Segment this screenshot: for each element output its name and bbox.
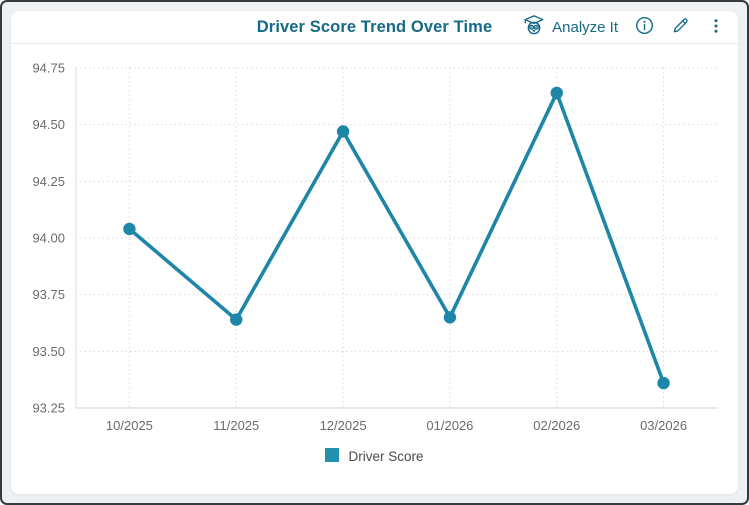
more-options-button[interactable] (707, 17, 725, 38)
page-title: Driver Score Trend Over Time (256, 17, 493, 36)
data-point[interactable] (123, 222, 136, 236)
x-axis-tick-label: 11/2025 (213, 418, 259, 433)
y-axis-tick-label: 94.00 (32, 231, 65, 246)
x-axis-tick-label: 12/2025 (320, 418, 367, 433)
chart-card: Driver Score Trend Over Time (11, 11, 738, 494)
legend-label: Driver Score (348, 449, 424, 464)
info-icon (635, 16, 654, 38)
y-axis-tick-label: 94.75 (32, 61, 65, 76)
kebab-menu-icon (707, 17, 725, 38)
y-axis-tick-label: 93.25 (32, 401, 65, 416)
header-actions: Analyze It (522, 11, 725, 43)
data-point[interactable] (230, 313, 243, 326)
data-point[interactable] (657, 376, 670, 390)
chart-area: 94.75 94.50 94.25 94.00 93.75 93.50 93.25 10/20… (11, 44, 738, 444)
analyze-it-button[interactable]: Analyze It (522, 14, 618, 40)
x-axis-tick-label: 10/2025 (106, 418, 153, 433)
y-axis-tick-label: 93.50 (32, 344, 65, 359)
y-axis-tick-label: 94.50 (32, 117, 65, 132)
edit-button[interactable] (671, 16, 690, 38)
series-line (127, 91, 666, 385)
legend-swatch (325, 448, 340, 462)
line-chart: 94.75 94.50 94.25 94.00 93.75 93.50 93.25 10/20… (32, 61, 717, 433)
analyze-it-label: Analyze It (552, 18, 618, 36)
x-axis-tick-label: 01/2026 (426, 418, 473, 433)
pencil-icon (671, 16, 690, 38)
y-axis-tick-label: 94.25 (32, 174, 65, 189)
data-point[interactable] (336, 125, 350, 138)
data-point[interactable] (550, 86, 563, 100)
y-axis-tick-label: 93.75 (32, 287, 65, 302)
data-point[interactable] (443, 311, 457, 324)
info-button[interactable] (635, 16, 654, 38)
chart-legend[interactable]: Driver Score (11, 444, 738, 494)
card-header: Driver Score Trend Over Time (11, 11, 738, 44)
x-axis-tick-label: 02/2026 (533, 418, 580, 433)
owl-graduate-icon (522, 14, 546, 40)
x-axis-tick-label: 03/2026 (640, 418, 687, 433)
